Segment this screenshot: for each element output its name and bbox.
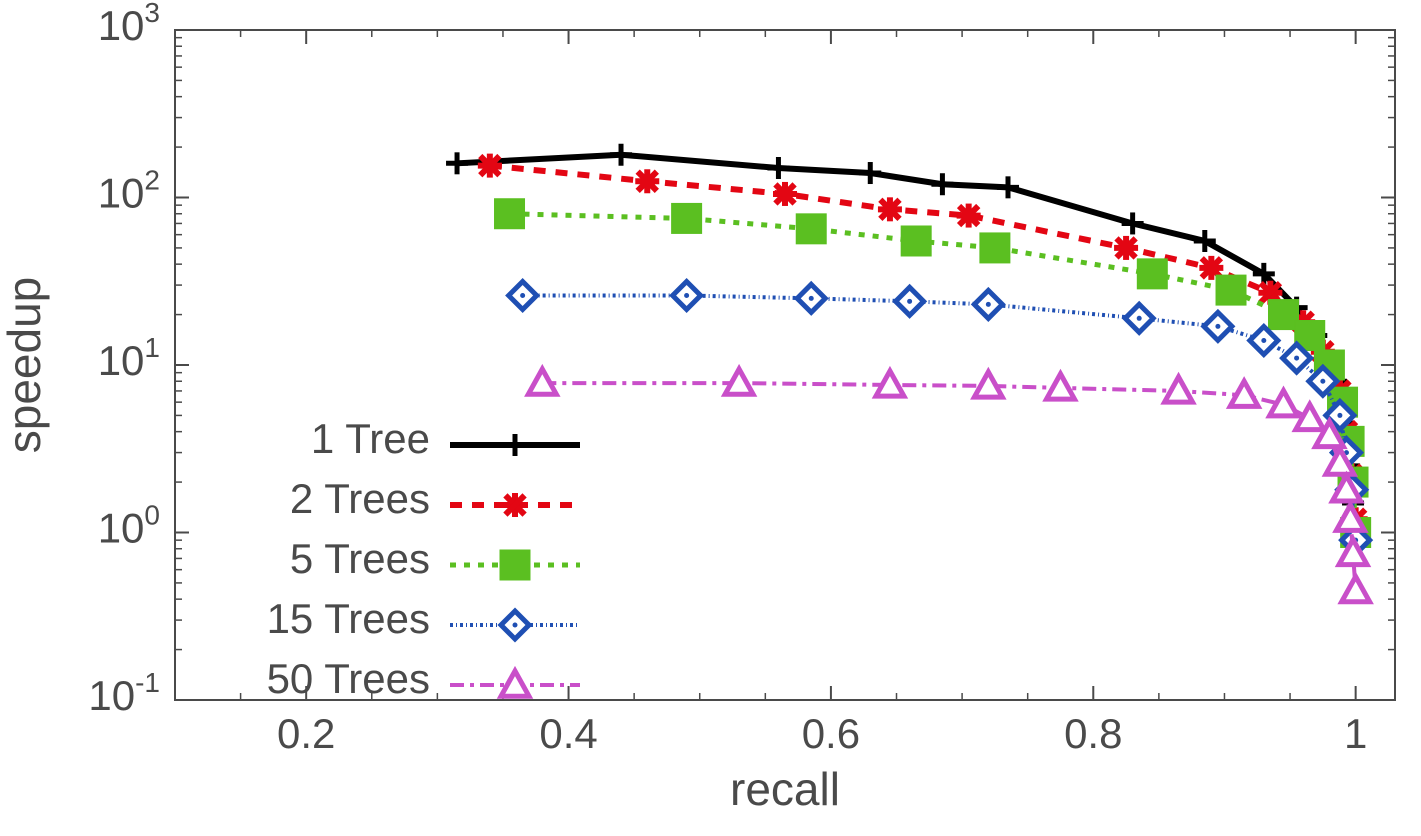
speedup-vs-recall-chart: 0.20.40.60.8110-1100101102103recallspeed… bbox=[0, 0, 1421, 836]
svg-text:1: 1 bbox=[1344, 710, 1367, 757]
legend-label: 2 Trees bbox=[290, 475, 430, 522]
chart-container: 0.20.40.60.8110-1100101102103recallspeed… bbox=[0, 0, 1421, 836]
y-axis-label: speedup bbox=[0, 277, 50, 454]
x-axis-label: recall bbox=[730, 763, 840, 815]
svg-text:0.6: 0.6 bbox=[802, 710, 860, 757]
svg-text:0.4: 0.4 bbox=[539, 710, 597, 757]
legend-label: 15 Trees bbox=[267, 595, 430, 642]
legend-label: 5 Trees bbox=[290, 535, 430, 582]
svg-text:0.8: 0.8 bbox=[1064, 710, 1122, 757]
legend-label: 1 Tree bbox=[311, 415, 430, 462]
legend-label: 50 Trees bbox=[267, 655, 430, 702]
svg-text:0.2: 0.2 bbox=[277, 710, 335, 757]
